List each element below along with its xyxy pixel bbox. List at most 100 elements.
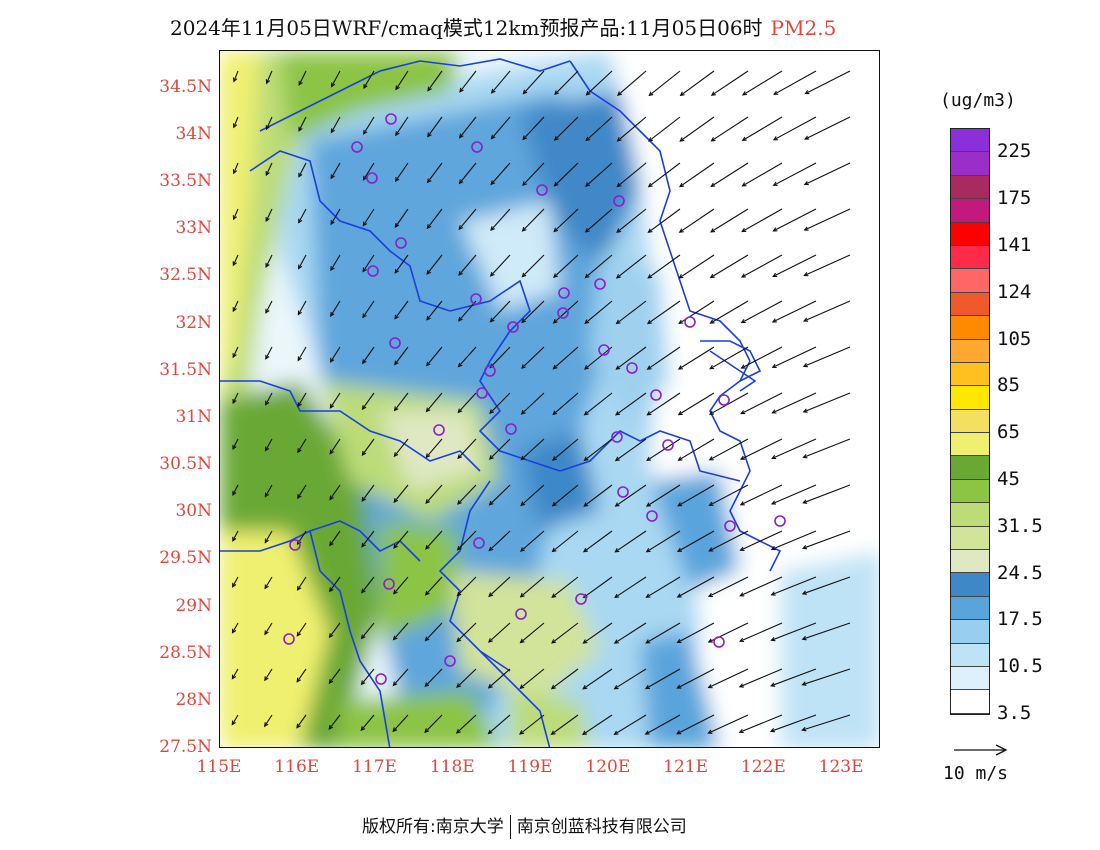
wind-arrow-shaft bbox=[614, 576, 647, 598]
wind-arrow-shaft bbox=[582, 668, 613, 690]
wind-arrow-shaft bbox=[551, 576, 579, 598]
station-marker bbox=[433, 424, 445, 436]
wind-arrow-head bbox=[707, 729, 713, 734]
wind-arrow-shaft bbox=[457, 576, 477, 596]
wind-arrow-head bbox=[519, 592, 525, 598]
wind-arrow-head bbox=[232, 444, 237, 450]
wind-arrow-head bbox=[489, 271, 495, 277]
legend-label: 105 bbox=[997, 327, 1032, 350]
station-marker bbox=[650, 389, 662, 401]
wind-arrow-shaft bbox=[266, 70, 273, 84]
wind-arrow-shaft bbox=[710, 208, 749, 233]
wind-arrow-head bbox=[264, 446, 270, 452]
wind-arrow-head bbox=[232, 536, 237, 542]
wind-arrow-shaft bbox=[392, 668, 409, 686]
wind-arrow-shaft bbox=[585, 254, 613, 279]
wind-arrow-head bbox=[489, 317, 495, 323]
wind-arrow-head bbox=[772, 181, 778, 186]
wind-arrow-shaft bbox=[803, 484, 851, 504]
wind-arrow-shaft bbox=[232, 484, 239, 496]
station-marker bbox=[611, 431, 623, 443]
wind-arrow-shaft bbox=[362, 208, 375, 226]
station-marker bbox=[476, 387, 488, 399]
wind-arrow-head bbox=[613, 685, 619, 690]
wind-arrow-shaft bbox=[646, 484, 681, 507]
wind-arrow-shaft bbox=[393, 576, 409, 595]
wind-arrow-head bbox=[232, 398, 237, 405]
wind-arrow-head bbox=[519, 547, 525, 552]
wind-arrow-shaft bbox=[426, 300, 443, 321]
wind-arrow-shaft bbox=[427, 116, 443, 137]
wind-arrow-shaft bbox=[615, 346, 647, 370]
wind-arrow-head bbox=[520, 455, 526, 461]
wind-arrow-head bbox=[395, 131, 400, 137]
wind-arrow-shaft bbox=[615, 392, 647, 416]
wind-arrow-head bbox=[740, 318, 746, 324]
wind-arrow-head bbox=[363, 129, 368, 135]
latitude-label: 33.5N bbox=[159, 171, 212, 192]
wind-arrow-shaft bbox=[554, 116, 579, 141]
wind-arrow-shaft bbox=[708, 668, 749, 688]
wind-arrow-shaft bbox=[490, 300, 511, 323]
wind-arrow-head bbox=[426, 269, 432, 275]
wind-arrow-shaft bbox=[361, 576, 375, 593]
wind-arrow-shaft bbox=[457, 438, 477, 459]
station-marker bbox=[367, 265, 379, 277]
wind-arrow-shaft bbox=[457, 530, 477, 551]
wind-arrow-head bbox=[710, 91, 716, 96]
wind-arrow-head bbox=[645, 593, 651, 598]
wind-arrow-shaft bbox=[647, 254, 681, 279]
station-marker bbox=[662, 439, 674, 451]
wind-arrow-shaft bbox=[615, 438, 647, 461]
wind-arrow-head bbox=[330, 311, 335, 318]
wind-arrow-shaft bbox=[394, 392, 409, 411]
wind-arrow-head bbox=[582, 684, 588, 690]
wind-arrow-shaft bbox=[489, 346, 511, 368]
wind-arrow-head bbox=[265, 354, 270, 360]
wind-arrow-head bbox=[678, 228, 684, 233]
wind-arrow-shaft bbox=[645, 622, 681, 644]
wind-arrow-head bbox=[710, 182, 716, 188]
wind-arrow-head bbox=[298, 218, 303, 224]
legend-unit: (ug/m3) bbox=[940, 90, 1016, 111]
legend-swatch bbox=[951, 152, 989, 176]
latitude-label: 30.5N bbox=[159, 454, 212, 475]
wind-arrow-head bbox=[708, 547, 714, 552]
wind-arrow-head bbox=[489, 409, 494, 415]
longitude-label: 123E bbox=[818, 757, 864, 777]
wind-arrow-head bbox=[771, 409, 777, 414]
wind-arrow-head bbox=[552, 319, 558, 324]
wind-arrow-shaft bbox=[329, 484, 341, 500]
wind-arrow-head bbox=[490, 180, 496, 186]
wind-arrow-shaft bbox=[488, 622, 511, 643]
wind-arrow-head bbox=[647, 274, 653, 279]
wind-arrow-head bbox=[554, 90, 559, 96]
wind-arrow-shaft bbox=[553, 346, 579, 370]
wind-arrow-shaft bbox=[297, 300, 307, 315]
wind-arrow-shaft bbox=[329, 392, 341, 409]
wind-arrow-shaft bbox=[232, 576, 239, 588]
wind-arrow-shaft bbox=[584, 438, 613, 461]
wind-arrow-head bbox=[458, 270, 463, 276]
wind-arrow-head bbox=[803, 181, 809, 186]
wind-arrow-shaft bbox=[330, 116, 341, 133]
wind-arrow-head bbox=[362, 221, 368, 227]
wind-arrow-head bbox=[648, 137, 653, 142]
latitude-label: 28.5N bbox=[159, 642, 212, 663]
wind-arrow-shaft bbox=[616, 254, 647, 279]
wind-arrow-head bbox=[296, 585, 302, 591]
wind-arrow-shaft bbox=[456, 714, 477, 734]
wind-arrow-head bbox=[770, 545, 776, 551]
wind-reference-label: 10 m/s bbox=[943, 763, 1009, 784]
wind-arrow-shaft bbox=[394, 346, 409, 365]
wind-arrow-shaft bbox=[424, 668, 443, 687]
wind-arrow-head bbox=[265, 262, 270, 268]
wind-arrow-head bbox=[585, 136, 591, 142]
wind-arrow-head bbox=[490, 134, 496, 140]
wind-arrow-head bbox=[551, 456, 557, 461]
wind-arrow-head bbox=[738, 637, 745, 643]
wind-arrow-head bbox=[738, 728, 744, 734]
wind-arrow-head bbox=[739, 501, 745, 506]
wind-arrow-head bbox=[362, 175, 368, 181]
wind-arrow-head bbox=[232, 123, 238, 129]
